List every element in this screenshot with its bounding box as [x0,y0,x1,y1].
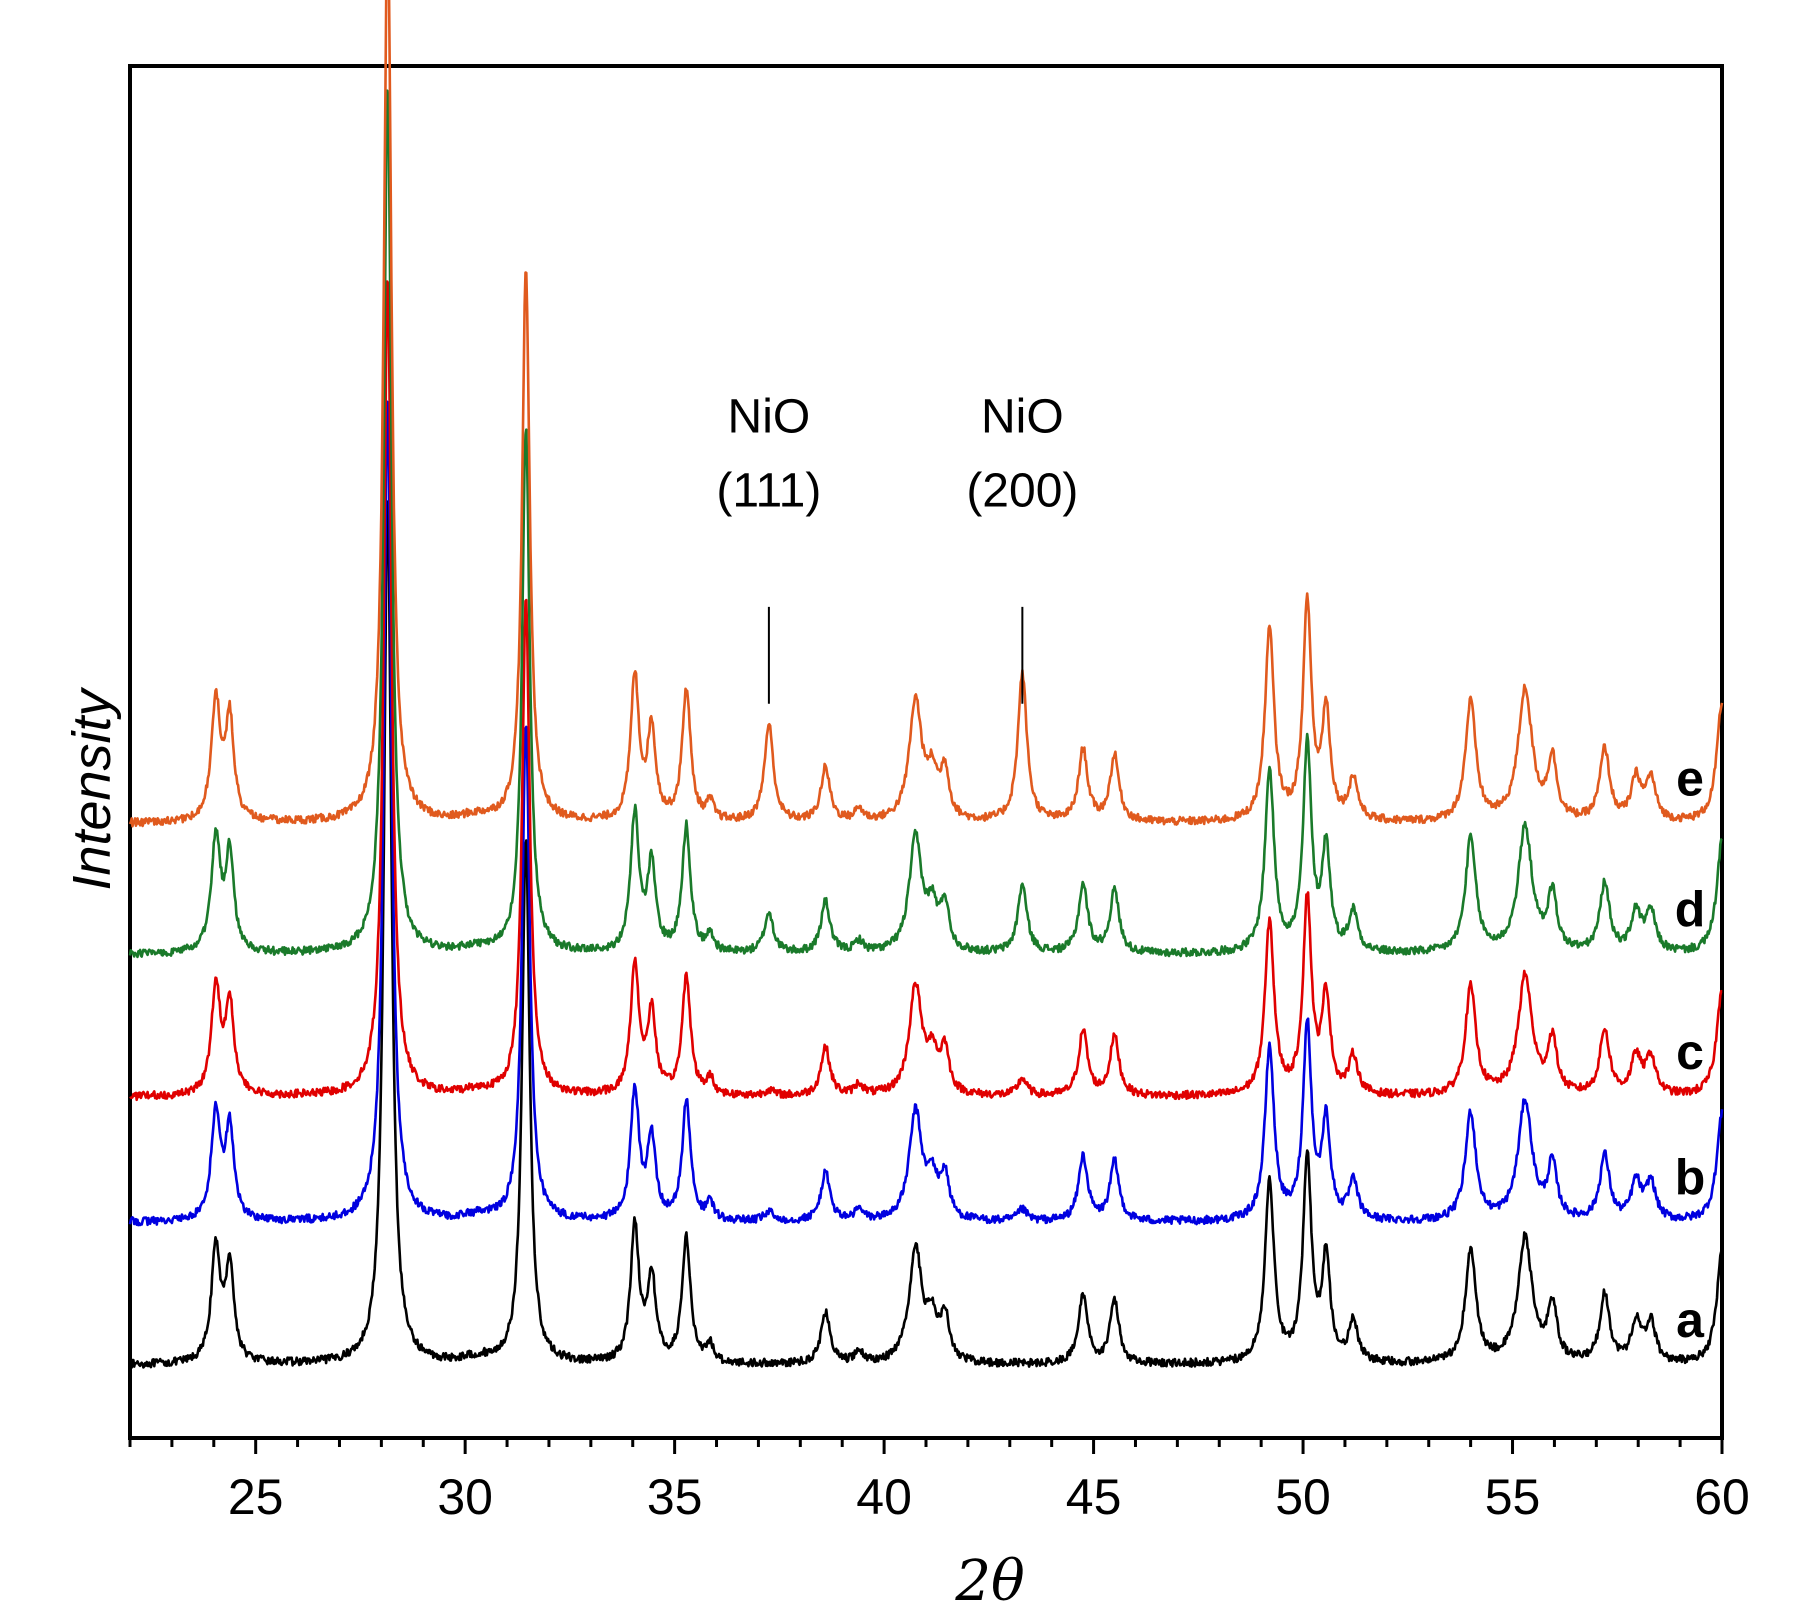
nio-111-label-line1: NiO [728,390,811,443]
x-tick-label: 30 [437,1469,493,1525]
series-e-label: e [1676,750,1704,806]
series-c-line [129,280,1723,1102]
x-tick-label: 60 [1694,1469,1750,1525]
x-tick-label: 35 [647,1469,703,1525]
x-tick-label: 50 [1275,1469,1331,1525]
nio-200-label-line1: NiO [981,390,1064,443]
series-d-label: d [1675,881,1706,937]
series-d-line [128,89,1723,959]
series-b-line [128,400,1724,1227]
x-tick-label: 40 [856,1469,912,1525]
series-c-label: c [1676,1024,1704,1080]
series-a-line [129,500,1723,1369]
plot-frame [128,64,1724,1440]
x-tick-label: 25 [228,1469,284,1525]
nio-111-label-line2: (111) [716,465,821,518]
series-e-line [128,0,1724,828]
series-traces [128,0,1724,1369]
x-tick-label: 45 [1066,1469,1122,1525]
series-labels: a b c d e [1675,750,1706,1348]
nio-200-label-line2: (200) [966,465,1078,518]
annotations: NiO (111) NiO (200) [716,390,1078,704]
x-axis-title: 2θ [954,1549,1024,1614]
series-b-label: b [1675,1149,1706,1205]
y-axis-title: Intensity [62,686,122,890]
series-a-label: a [1676,1292,1705,1348]
x-tick-label: 55 [1485,1469,1541,1525]
x-ticks: 25 30 35 40 45 50 55 60 [128,1438,1750,1525]
